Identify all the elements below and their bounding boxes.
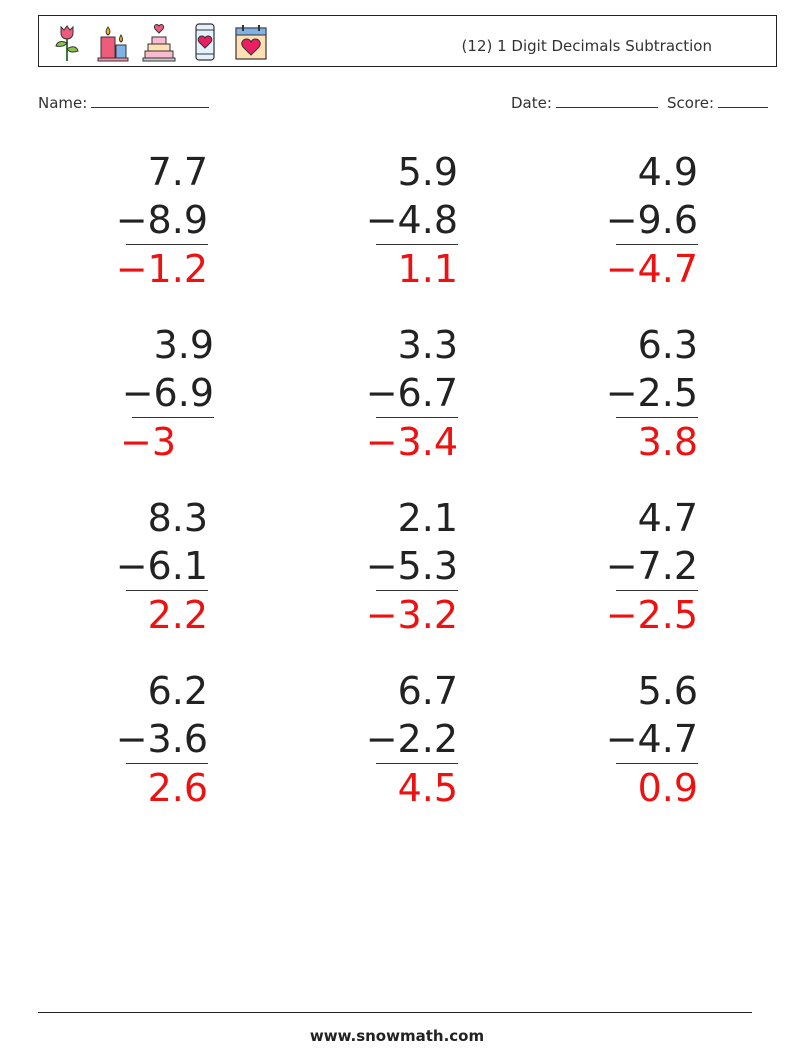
answer-rule: [126, 244, 208, 245]
problem-4: 3.9 −6.9 −3: [74, 321, 214, 466]
date-field[interactable]: Date:: [511, 93, 658, 112]
date-blank[interactable]: [555, 93, 658, 108]
answer-rule: [616, 417, 698, 418]
footer-divider: [38, 1012, 752, 1013]
subtrahend: −6.7: [365, 371, 458, 415]
name-blank[interactable]: [91, 93, 210, 108]
answer: −1.2: [115, 247, 208, 291]
answer: −3.2: [365, 593, 458, 637]
subtrahend: −4.7: [605, 717, 698, 761]
subtrahend: −5.3: [365, 544, 458, 588]
answer-rule: [376, 244, 458, 245]
worksheet-header: (12) 1 Digit Decimals Subtraction: [38, 15, 777, 67]
minuend: 6.3: [637, 323, 698, 367]
answer: 4.5: [397, 766, 458, 810]
answer: 3.8: [637, 420, 698, 464]
problem-6: 6.3 −2.5 3.8: [558, 321, 698, 466]
problem-12: 5.6 −4.7 0.9: [558, 667, 698, 812]
minuend: 3.9: [153, 323, 214, 367]
answer: −2.5: [605, 593, 698, 637]
answer: −3.4: [365, 420, 458, 464]
name-label: Name:: [38, 94, 88, 112]
problem-1: 7.7 −8.9 −1.2: [68, 148, 208, 293]
problem-11: 6.7 −2.2 4.5: [318, 667, 458, 812]
problem-3: 4.9 −9.6 −4.7: [558, 148, 698, 293]
subtrahend: −6.9: [121, 371, 214, 415]
subtrahend: −7.2: [605, 544, 698, 588]
score-blank[interactable]: [718, 93, 769, 108]
calendar-heart-icon: [235, 25, 267, 60]
problem-7: 8.3 −6.1 2.2: [68, 494, 208, 639]
minuend: 8.3: [147, 496, 208, 540]
subtrahend: −4.8: [365, 198, 458, 242]
subtrahend: −6.1: [115, 544, 208, 588]
answer-rule: [376, 590, 458, 591]
subtrahend: −9.6: [605, 198, 698, 242]
header-icons: [49, 20, 269, 64]
answer-rule: [376, 417, 458, 418]
minuend: 3.3: [397, 323, 458, 367]
phone-heart-icon: [195, 23, 215, 61]
answer-rule: [132, 417, 214, 418]
answer: −4.7: [605, 247, 698, 291]
problem-10: 6.2 −3.6 2.6: [68, 667, 208, 812]
answer: 1.1: [397, 247, 458, 291]
answer: 2.6: [147, 766, 208, 810]
name-field[interactable]: Name:: [38, 93, 210, 112]
problem-2: 5.9 −4.8 1.1: [318, 148, 458, 293]
score-label: Score:: [667, 94, 715, 112]
answer-rule: [376, 763, 458, 764]
date-label: Date:: [511, 94, 552, 112]
candles-icon: [97, 26, 129, 62]
cake-icon: [142, 24, 176, 62]
rose-icon: [55, 25, 79, 61]
answer-rule: [126, 590, 208, 591]
worksheet-title: (12) 1 Digit Decimals Subtraction: [461, 37, 712, 55]
problem-5: 3.3 −6.7 −3.4: [318, 321, 458, 466]
minuend: 6.7: [397, 669, 458, 713]
minuend: 5.9: [397, 150, 458, 194]
subtrahend: −2.2: [365, 717, 458, 761]
minuend: 6.2: [147, 669, 208, 713]
footer-site-link[interactable]: www.snowmath.com: [309, 1027, 485, 1045]
minuend: 7.7: [147, 150, 208, 194]
answer-rule: [616, 763, 698, 764]
minuend: 2.1: [397, 496, 458, 540]
problem-8: 2.1 −5.3 −3.2: [318, 494, 458, 639]
score-field[interactable]: Score:: [667, 93, 769, 112]
minuend: 5.6: [637, 669, 698, 713]
minuend: 4.9: [637, 150, 698, 194]
answer: 2.2: [147, 593, 208, 637]
answer-rule: [616, 244, 698, 245]
subtrahend: −8.9: [115, 198, 208, 242]
answer: −3: [120, 420, 177, 464]
subtrahend: −3.6: [115, 717, 208, 761]
answer-rule: [616, 590, 698, 591]
problem-9: 4.7 −7.2 −2.5: [558, 494, 698, 639]
subtrahend: −2.5: [605, 371, 698, 415]
answer: 0.9: [637, 766, 698, 810]
answer-rule: [126, 763, 208, 764]
minuend: 4.7: [637, 496, 698, 540]
